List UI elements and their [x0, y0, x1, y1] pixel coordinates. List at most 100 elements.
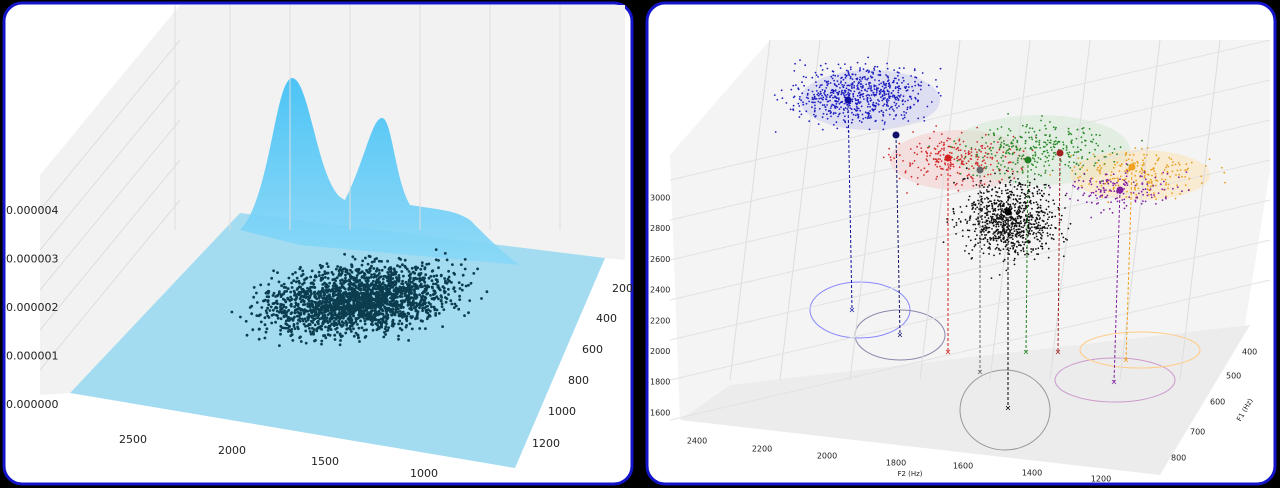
scatter-dot: [1018, 234, 1021, 236]
scatter-dot: [1098, 188, 1100, 191]
scatter-dot: [404, 325, 408, 329]
scatter-dot: [959, 149, 962, 152]
scatter-dot: [878, 111, 881, 113]
scatter-dot: [307, 315, 310, 319]
scatter-dot: [1012, 170, 1014, 173]
scatter-dot: [906, 108, 909, 111]
scatter-dot: [1024, 241, 1027, 244]
scatter-dot: [964, 145, 967, 148]
scatter-dot: [953, 226, 956, 228]
scatter-dot: [1033, 237, 1036, 239]
scatter-dot: [1105, 180, 1108, 183]
scatter-dot: [325, 262, 329, 265]
scatter-dot: [982, 156, 984, 159]
scatter-dot: [320, 317, 323, 320]
scatter-dot: [821, 116, 824, 119]
scatter-dot: [1142, 193, 1144, 196]
scatter-dot: [1098, 170, 1100, 172]
scatter-dot: [909, 106, 912, 109]
scatter-dot: [1110, 201, 1112, 204]
scatter-dot: [1100, 180, 1103, 183]
scatter-dot: [337, 269, 341, 273]
scatter-dot: [996, 199, 999, 202]
scatter-dot: [1011, 225, 1014, 227]
scatter-dot: [338, 322, 341, 325]
scatter-dot: [1097, 166, 1099, 169]
scatter-dot: [1125, 163, 1128, 165]
scatter-dot: [1031, 207, 1033, 210]
scatter-dot: [1223, 171, 1226, 174]
scatter-dot: [424, 296, 428, 300]
scatter-dot: [851, 98, 854, 101]
scatter-dot: [991, 228, 993, 230]
scatter-dot: [1094, 148, 1096, 151]
scatter-dot: [835, 121, 838, 124]
scatter-dot: [400, 270, 404, 273]
scatter-dot: [883, 82, 885, 85]
scatter-dot: [1094, 162, 1097, 165]
scatter-dot: [319, 302, 323, 306]
scatter-dot: [773, 94, 776, 96]
scatter-dot: [1005, 150, 1008, 152]
grid-line: [39, 79, 181, 251]
scatter-dot: [431, 286, 434, 290]
scatter-dot: [344, 311, 348, 315]
scatter-dot: [882, 81, 885, 83]
scatter-dot: [343, 252, 346, 256]
scatter-dot: [780, 89, 783, 92]
scatter-dot: [808, 120, 811, 123]
scatter-dot: [889, 95, 892, 98]
scatter-dot: [988, 190, 990, 193]
scatter-dot: [391, 299, 395, 302]
scatter-dot: [1002, 260, 1005, 263]
scatter-dot: [893, 94, 896, 97]
scatter-dot: [312, 291, 316, 294]
scatter-dot: [842, 112, 845, 114]
scatter-dot: [302, 312, 306, 316]
scatter-dot: [1150, 196, 1153, 199]
scatter-dot: [382, 275, 386, 278]
scatter-dot: [1011, 168, 1013, 171]
scatter-dot: [1041, 115, 1043, 117]
scatter-dot: [933, 130, 935, 133]
scatter-dot: [904, 100, 907, 103]
scatter-dot: [921, 72, 924, 74]
scatter-dot: [898, 85, 900, 88]
scatter-dot: [848, 104, 851, 107]
scatter-dot: [972, 184, 975, 187]
scatter-dot: [877, 74, 880, 76]
scatter-dot: [1058, 221, 1061, 224]
scatter-dot: [850, 121, 853, 124]
scatter-dot: [1032, 223, 1035, 226]
scatter-dot: [817, 100, 820, 103]
scatter-dot: [935, 161, 937, 163]
scatter-dot: [935, 178, 938, 180]
scatter-dot: [1080, 141, 1083, 144]
scatter-dot: [1083, 192, 1086, 195]
scatter-dot: [1122, 192, 1125, 195]
scatter-dot: [443, 252, 447, 255]
scatter-dot: [403, 299, 407, 302]
scatter-dot: [1110, 174, 1112, 177]
scatter-dot: [1028, 219, 1030, 222]
scatter-dot: [1013, 243, 1016, 245]
scatter-dot: [1113, 160, 1116, 163]
scatter-dot: [1039, 227, 1042, 230]
scatter-dot: [1054, 140, 1057, 143]
scatter-dot: [1165, 182, 1167, 184]
grid-line: [849, 39, 891, 381]
scatter-dot: [330, 309, 334, 313]
scatter-dot: [1097, 159, 1100, 162]
scatter-dot: [832, 113, 835, 115]
scatter-dot: [887, 105, 890, 107]
scatter-dot: [401, 314, 405, 318]
scatter-dot: [1040, 233, 1042, 236]
scatter-dot: [375, 287, 378, 291]
scatter-dot: [837, 75, 839, 77]
scatter-dot: [1028, 216, 1031, 219]
scatter-dot: [312, 308, 316, 312]
scatter-dot: [313, 328, 316, 331]
scatter-dot: [282, 297, 285, 301]
scatter-dot: [900, 114, 903, 116]
scatter-dot: [793, 70, 796, 72]
